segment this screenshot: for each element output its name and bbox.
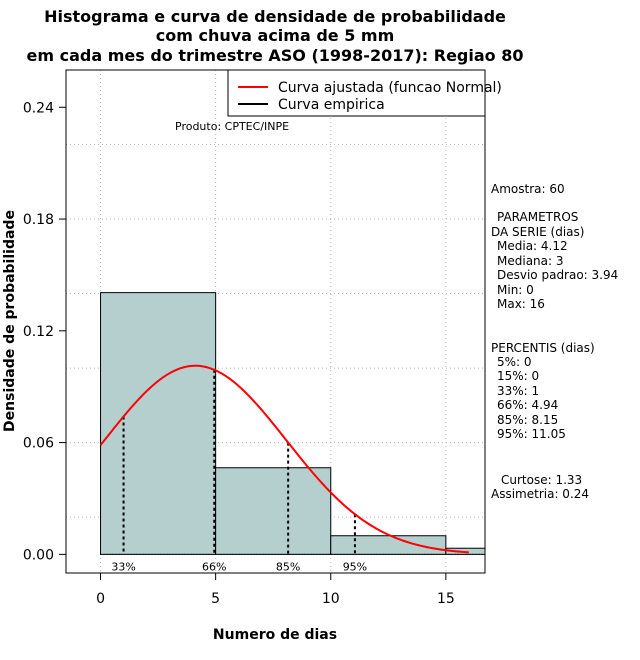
stat-p33: 33%: 1 (497, 384, 539, 398)
x-tick-label-2: 10 (322, 591, 340, 607)
stat-param-header-2: DA SERIE (dias) (491, 225, 584, 239)
histogram-bars (100, 292, 486, 555)
x-tick-label-3: 15 (437, 591, 455, 607)
stat-p95: 95%: 11.05 (497, 427, 566, 441)
stat-max: Max: 16 (497, 297, 545, 311)
y-tick-label-4: 0.24 (23, 100, 54, 116)
stat-p85: 85%: 8.15 (497, 413, 558, 427)
chart-title-line-1: Histograma e curva de densidade de proba… (44, 7, 506, 26)
chart-title-line-2: com chuva acima de 5 mm (156, 26, 395, 45)
histogram-bar-0 (100, 292, 217, 555)
stat-min: Min: 0 (497, 283, 534, 297)
stat-percentis-header: PERCENTIS (dias) (491, 341, 595, 355)
normal-fit-curve (99, 364, 469, 554)
product-label: Produto: CPTEC/INPE (175, 120, 289, 133)
legend-box (227, 69, 486, 117)
x-tick-label-1: 5 (211, 591, 220, 607)
percentile-label-1: 66% (202, 560, 226, 573)
stat-param-header-1: PARAMETROS (497, 210, 578, 224)
stat-p5: 5%: 0 (497, 355, 532, 369)
stat-amostra: Amostra: 60 (491, 182, 565, 196)
x-tick-label-0: 0 (96, 591, 105, 607)
y-tick-label-3: 0.18 (23, 212, 54, 228)
percentile-label-2: 85% (276, 560, 300, 573)
legend-label-empirical: Curva empirica (278, 97, 385, 113)
stat-p66: 66%: 4.94 (497, 398, 558, 412)
stat-p15: 15%: 0 (497, 369, 539, 383)
y-tick-label-0: 0.00 (23, 547, 54, 563)
stat-curtose: Curtose: 1.33 (501, 473, 582, 487)
percentile-markers: 33% 66% 85% 95% (100, 369, 485, 573)
stat-media: Media: 4.12 (497, 239, 568, 253)
legend: Curva ajustada (funcao Normal) Curva emp… (227, 69, 502, 117)
histogram-bar-1 (215, 467, 332, 555)
y-axis: 0.00 0.06 0.12 0.18 0.24 (23, 100, 66, 563)
stat-assimetria: Assimetria: 0.24 (491, 487, 589, 501)
y-tick-label-2: 0.12 (23, 324, 54, 340)
histogram-bar-2 (330, 535, 447, 555)
fit-curve-group (99, 364, 469, 554)
percentile-label-3: 95% (343, 560, 367, 573)
stat-desvio: Desvio padrao: 3.94 (497, 268, 618, 282)
stat-mediana: Mediana: 3 (497, 254, 564, 268)
chart-title-line-3: em cada mes do trimestre ASO (1998-2017)… (27, 46, 524, 65)
stats-panel: Amostra: 60 PARAMETROS DA SERIE (dias) M… (491, 182, 618, 501)
percentile-label-0: 33% (111, 560, 135, 573)
x-axis: 0 5 10 15 (96, 573, 455, 607)
legend-label-fit: Curva ajustada (funcao Normal) (278, 80, 502, 96)
y-tick-label-1: 0.06 (23, 436, 54, 452)
y-axis-label: Densidade de probabilidade (2, 210, 18, 432)
x-axis-label: Numero de dias (213, 627, 337, 643)
